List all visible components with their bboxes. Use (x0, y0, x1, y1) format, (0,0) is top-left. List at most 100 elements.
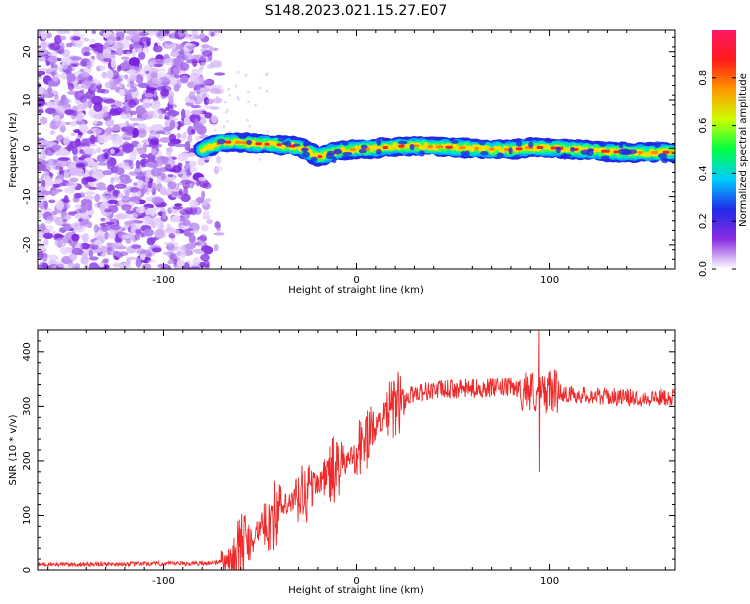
noise-blob (100, 217, 106, 222)
snr-series-line (38, 330, 675, 570)
noise-blob (55, 120, 66, 127)
noise-blob (135, 257, 142, 268)
noise-dot (222, 124, 226, 128)
noise-blob (210, 114, 218, 124)
snr-ytick-label: 200 (22, 451, 33, 470)
noise-blob (137, 199, 146, 205)
noise-blob (167, 43, 177, 50)
noise-blob (112, 263, 122, 268)
signal-bump (451, 140, 459, 144)
noise-blob (165, 244, 175, 251)
noise-blob (104, 152, 109, 160)
snr-plot-area (38, 330, 675, 570)
signal-bump (381, 138, 391, 142)
noise-blob (41, 40, 47, 50)
noise-dot (244, 74, 248, 77)
noise-blob (125, 104, 130, 114)
noise-blob (139, 37, 152, 42)
noise-blob (204, 112, 213, 119)
noise-blob (179, 48, 185, 56)
signal-bump (376, 148, 382, 155)
colorbar-label: Normalized spectral amplitude (738, 73, 749, 227)
noise-blob (135, 159, 141, 169)
noise-blob (61, 72, 67, 80)
noise-blob (56, 234, 65, 239)
noise-blob (117, 65, 122, 72)
signal-bump (598, 141, 607, 147)
noise-blob (182, 131, 188, 139)
signal-bump (508, 147, 513, 155)
noise-blob (150, 100, 161, 110)
noise-blob (99, 252, 107, 257)
noise-blob (88, 249, 94, 258)
noise-blob (39, 116, 48, 125)
noise-dot (224, 100, 227, 104)
noise-blob (147, 259, 158, 263)
noise-blob (74, 204, 82, 210)
spectrogram-xtick-label: 0 (353, 275, 359, 286)
noise-blob (129, 186, 140, 193)
noise-blob (174, 143, 186, 148)
noise-blob (100, 245, 108, 254)
noise-blob (103, 98, 116, 104)
noise-blob (128, 171, 140, 176)
snr-xtick-label: -100 (152, 576, 175, 587)
noise-dot (258, 86, 262, 90)
noise-blob (200, 253, 210, 262)
noise-blob (85, 177, 97, 182)
signal-bump (580, 149, 590, 155)
noise-blob (128, 65, 138, 70)
noise-blob (38, 109, 44, 114)
noise-blob (55, 200, 64, 211)
noise-blob (162, 210, 167, 220)
noise-blob (177, 30, 186, 38)
noise-blob (64, 109, 75, 115)
noise-blob (135, 74, 144, 84)
signal-bump (409, 143, 415, 151)
signal-bump (358, 148, 367, 154)
noise-blob (54, 179, 64, 184)
noise-blob (200, 245, 211, 253)
noise-blob (111, 125, 122, 132)
noise-blob (84, 191, 96, 196)
noise-blob (110, 177, 115, 185)
noise-blob (172, 258, 178, 264)
noise-blob (112, 242, 124, 250)
noise-blob (44, 220, 53, 224)
noise-blob (170, 215, 181, 223)
noise-blob (152, 124, 162, 132)
noise-blob (81, 80, 92, 90)
noise-dot (248, 125, 252, 128)
noise-blob (64, 30, 71, 34)
noise-blob (43, 200, 48, 210)
spectrogram-xtick-label: -100 (152, 275, 175, 286)
noise-blob (126, 83, 139, 88)
noise-blob (198, 176, 207, 182)
noise-blob (127, 89, 132, 100)
noise-blob (79, 242, 90, 250)
noise-blob (184, 51, 192, 60)
noise-blob (148, 30, 160, 34)
signal-bump (342, 151, 353, 156)
noise-blob (112, 250, 121, 257)
colorbar-tick-label: 0.8 (698, 70, 709, 86)
snr-ytick-label: 400 (22, 342, 33, 361)
noise-blob (107, 199, 119, 205)
noise-blob (87, 199, 93, 210)
noise-blob (104, 231, 109, 240)
noise-blob (105, 118, 115, 127)
noise-blob (186, 81, 196, 89)
noise-blob (190, 104, 201, 109)
noise-blob (122, 136, 132, 141)
noise-blob (190, 128, 196, 135)
noise-blob (152, 45, 163, 53)
noise-blob (131, 33, 141, 42)
noise-blob (58, 149, 70, 157)
noise-blob (175, 250, 187, 259)
noise-blob (133, 118, 145, 122)
noise-blob (172, 229, 181, 236)
noise-dot (247, 90, 250, 94)
noise-dot (219, 85, 222, 88)
noise-blob (210, 32, 215, 37)
noise-blob (59, 42, 65, 51)
